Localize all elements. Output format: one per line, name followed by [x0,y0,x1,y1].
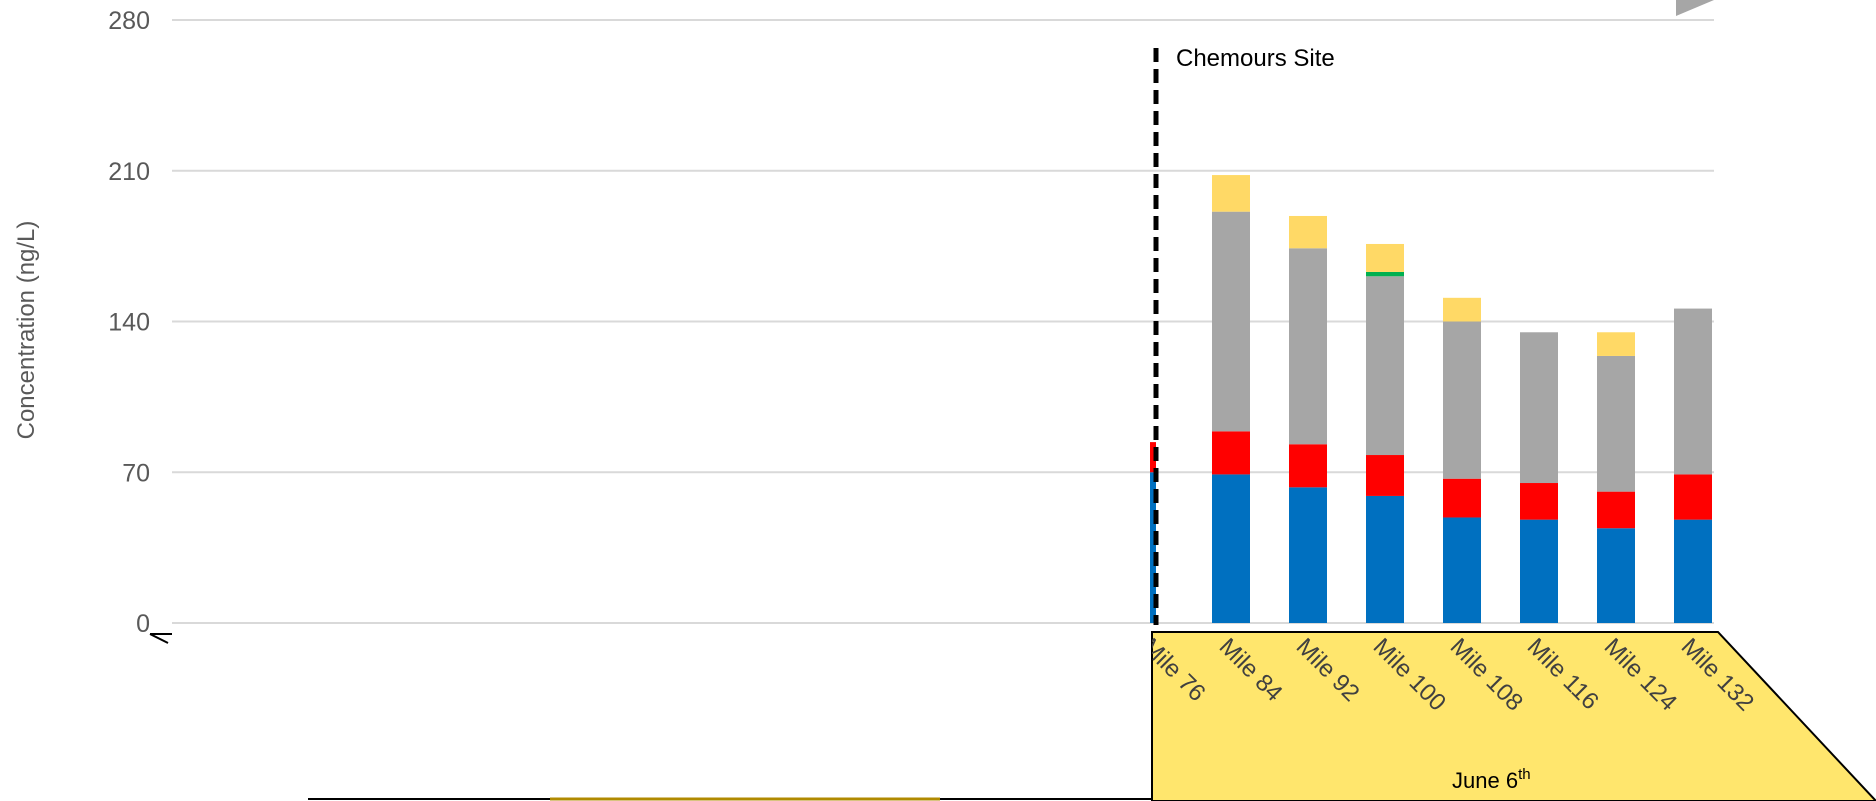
bar-segment [1212,211,1250,432]
bar-segment [1212,431,1250,475]
corner-arrow [1676,0,1714,16]
bar-segment [1597,491,1635,529]
y-tick-label: 70 [122,459,150,487]
axis-baseline-decor [149,633,1152,801]
bar-segment [1289,444,1327,488]
bar-segment [1289,248,1327,445]
bar-segment [1443,321,1481,479]
date-label: June 6th [1452,766,1531,793]
baseline-stub [149,633,169,644]
bar-segment [1366,455,1404,496]
y-tick-label: 0 [136,610,150,638]
bar-segment [1212,474,1250,623]
bar-segment [1212,175,1250,212]
bar-segment [1520,519,1558,623]
bar-segment [1597,355,1635,492]
bar-segment [1443,297,1481,322]
y-axis: 0 70 140 210 280 [108,7,150,638]
bar-segment [1674,519,1712,623]
bar-segment [1366,276,1404,456]
bar-segment [1289,487,1327,623]
date-band [1151,631,1876,801]
bar-segment [1520,332,1558,484]
bars [1150,175,1712,623]
bar-segment [1520,483,1558,520]
bar-segment [1289,215,1327,249]
y-tick-label: 210 [108,158,150,186]
bar-segment [1150,442,1156,473]
bar-segment [1366,243,1404,272]
chemours-site-label: Chemours Site [1176,45,1335,72]
date-label-suffix: th [1518,766,1531,783]
bar-segment [1150,472,1156,623]
y-tick-label: 140 [108,309,150,337]
bar-segment [1674,308,1712,475]
bar-segment [1443,478,1481,518]
gridlines [172,19,1714,624]
bar-segment [1597,332,1635,356]
date-label-main: June 6 [1452,768,1518,793]
y-tick-label: 280 [108,7,150,35]
bar-segment [1443,517,1481,623]
y-axis-label: Concentration (ng/L) [13,221,40,440]
bar-segment [1674,474,1712,520]
bar-segment [1366,271,1404,277]
bar-segment [1597,528,1635,623]
bar-segment [1366,495,1404,623]
